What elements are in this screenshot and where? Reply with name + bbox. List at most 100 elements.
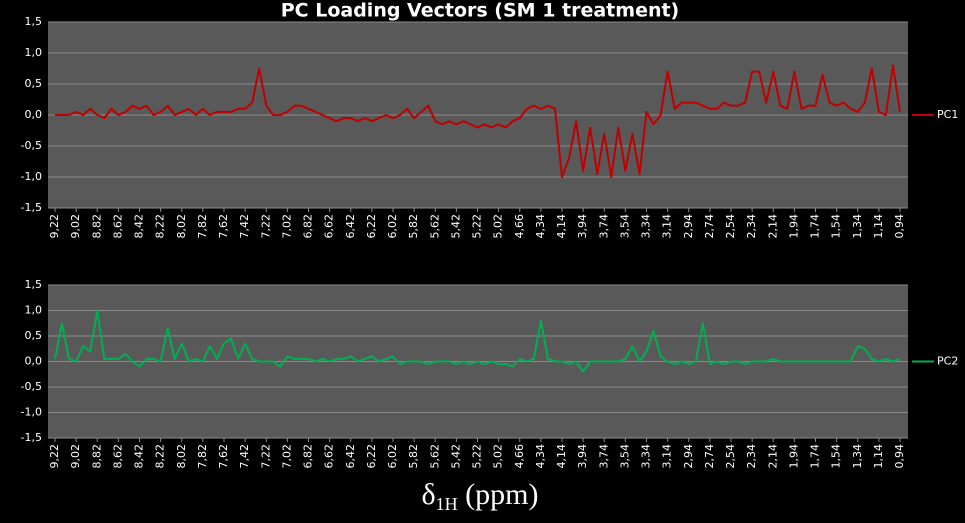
x-axis-subscript: 1H bbox=[436, 494, 458, 514]
x-tick-label: 7,42 bbox=[238, 214, 251, 239]
x-tick-label: 6,42 bbox=[344, 444, 357, 469]
y-tick-label: 1,5 bbox=[25, 278, 43, 291]
x-tick-label: 1,94 bbox=[787, 444, 800, 469]
x-tick-label: 3,54 bbox=[618, 444, 631, 469]
series-line bbox=[54, 309, 901, 373]
x-axis-label: δ1H (ppm) bbox=[422, 478, 539, 514]
x-tick-label: 4,14 bbox=[555, 214, 568, 239]
x-tick-label: 1,34 bbox=[851, 214, 864, 239]
y-tick-label: -0,5 bbox=[21, 139, 42, 152]
x-tick-label: 2,14 bbox=[766, 444, 779, 469]
x-tick-label: 6,42 bbox=[344, 214, 357, 239]
x-tick-label: 7,62 bbox=[217, 214, 230, 239]
x-tick-label: 3,34 bbox=[640, 444, 653, 469]
x-tick-label: 0,94 bbox=[893, 444, 906, 469]
x-tick-label: 8,62 bbox=[111, 214, 124, 239]
x-tick-label: 6,22 bbox=[365, 214, 378, 239]
x-tick-label: 2,74 bbox=[703, 444, 716, 469]
x-tick-label: 6,22 bbox=[365, 444, 378, 469]
chart-title: PC Loading Vectors (SM 1 treatment) bbox=[281, 0, 680, 22]
x-tick-label: 4,14 bbox=[555, 444, 568, 469]
x-tick-label: 8,82 bbox=[90, 444, 103, 469]
x-tick-label: 7,42 bbox=[238, 444, 251, 469]
x-tick-label: 1,14 bbox=[872, 214, 885, 239]
x-tick-label: 2,14 bbox=[766, 214, 779, 239]
x-tick-label: 4,34 bbox=[534, 444, 547, 469]
x-tick-label: 9,02 bbox=[69, 214, 82, 239]
x-tick-label: 1,74 bbox=[809, 444, 822, 469]
x-tick-label: 9,02 bbox=[69, 444, 82, 469]
x-tick-label: 5,22 bbox=[471, 444, 484, 469]
x-tick-label: 1,74 bbox=[809, 214, 822, 239]
x-tick-label: 7,22 bbox=[259, 214, 272, 239]
y-tick-label: -1,0 bbox=[21, 406, 42, 419]
x-tick-label: 2,74 bbox=[703, 214, 716, 239]
x-tick-label: 3,94 bbox=[576, 214, 589, 239]
x-tick-label: 5,42 bbox=[449, 214, 462, 239]
x-tick-label: 3,74 bbox=[597, 214, 610, 239]
x-tick-label: 3,34 bbox=[640, 214, 653, 239]
x-tick-label: 0,94 bbox=[893, 214, 906, 239]
x-tick-label: 7,22 bbox=[259, 444, 272, 469]
x-tick-label: 9,22 bbox=[48, 214, 61, 239]
y-tick-label: -1,0 bbox=[21, 170, 42, 183]
x-tick-label: 3,74 bbox=[597, 444, 610, 469]
x-axis-unit: (ppm) bbox=[458, 478, 539, 511]
x-tick-label: 2,34 bbox=[745, 214, 758, 239]
x-tick-label: 2,34 bbox=[745, 444, 758, 469]
y-tick-label: 0,5 bbox=[25, 77, 43, 90]
x-tick-label: 5,22 bbox=[471, 214, 484, 239]
x-tick-label: 7,82 bbox=[196, 444, 209, 469]
x-tick-label: 3,94 bbox=[576, 444, 589, 469]
x-tick-label: 2,54 bbox=[724, 214, 737, 239]
x-tick-label: 4,34 bbox=[534, 214, 547, 239]
x-tick-label: 7,82 bbox=[196, 214, 209, 239]
x-tick-label: 6,62 bbox=[323, 444, 336, 469]
x-tick-label: 8,02 bbox=[175, 444, 188, 469]
x-tick-label: 1,14 bbox=[872, 444, 885, 469]
y-tick-label: 1,5 bbox=[25, 15, 43, 28]
x-tick-label: 7,02 bbox=[280, 444, 293, 469]
x-tick-label: 6,82 bbox=[302, 214, 315, 239]
x-tick-label: 3,14 bbox=[661, 444, 674, 469]
x-tick-label: 2,94 bbox=[682, 444, 695, 469]
x-tick-label: 1,34 bbox=[851, 444, 864, 469]
legend-label: PC1 bbox=[937, 108, 958, 121]
x-tick-label: 2,54 bbox=[724, 444, 737, 469]
x-tick-label: 5,02 bbox=[492, 444, 505, 469]
x-tick-label: 6,02 bbox=[386, 214, 399, 239]
legend-label: PC2 bbox=[937, 355, 958, 368]
y-tick-label: 1,0 bbox=[25, 304, 43, 317]
x-tick-label: 8,02 bbox=[175, 214, 188, 239]
x-tick-label: 8,82 bbox=[90, 214, 103, 239]
y-tick-label: 1,0 bbox=[25, 46, 43, 59]
x-tick-label: 8,62 bbox=[111, 444, 124, 469]
x-tick-label: 4,66 bbox=[513, 444, 526, 469]
x-tick-label: 5,62 bbox=[428, 444, 441, 469]
x-tick-label: 1,54 bbox=[830, 444, 843, 469]
series-line bbox=[55, 64, 901, 178]
x-tick-label: 8,22 bbox=[154, 444, 167, 469]
x-tick-label: 9,22 bbox=[48, 444, 61, 469]
x-tick-label: 6,62 bbox=[323, 214, 336, 239]
x-tick-label: 5,62 bbox=[428, 214, 441, 239]
y-tick-label: -0,5 bbox=[21, 380, 42, 393]
y-tick-label: 0,5 bbox=[25, 329, 43, 342]
x-tick-label: 7,62 bbox=[217, 444, 230, 469]
x-tick-label: 3,14 bbox=[661, 214, 674, 239]
y-tick-label: 0,0 bbox=[25, 108, 43, 121]
y-tick-label: -1,5 bbox=[21, 431, 42, 444]
x-tick-label: 5,02 bbox=[492, 214, 505, 239]
x-tick-label: 4,66 bbox=[513, 214, 526, 239]
x-tick-label: 8,42 bbox=[133, 444, 146, 469]
y-tick-label: -1,5 bbox=[21, 201, 42, 214]
x-tick-label: 5,82 bbox=[407, 214, 420, 239]
x-tick-label: 6,82 bbox=[302, 444, 315, 469]
x-tick-label: 1,54 bbox=[830, 214, 843, 239]
x-tick-label: 2,94 bbox=[682, 214, 695, 239]
x-tick-label: 5,82 bbox=[407, 444, 420, 469]
x-tick-label: 8,22 bbox=[154, 214, 167, 239]
x-axis-symbol: δ bbox=[422, 478, 436, 511]
x-tick-label: 1,94 bbox=[787, 214, 800, 239]
